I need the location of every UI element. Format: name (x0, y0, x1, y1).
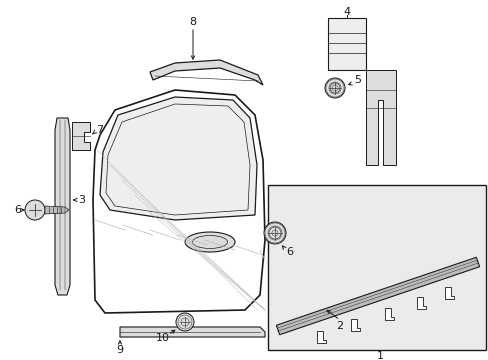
Polygon shape (350, 319, 359, 331)
Text: 2: 2 (336, 321, 343, 331)
Polygon shape (416, 297, 425, 309)
Text: 9: 9 (116, 345, 123, 355)
Circle shape (176, 313, 194, 331)
Circle shape (25, 200, 45, 220)
Text: 1: 1 (376, 351, 383, 360)
Text: 7: 7 (96, 125, 103, 135)
Text: 5: 5 (354, 75, 361, 85)
Polygon shape (55, 118, 70, 295)
Circle shape (264, 222, 285, 244)
Text: 6: 6 (286, 247, 293, 257)
Text: 10: 10 (156, 333, 170, 343)
Polygon shape (384, 308, 393, 320)
Polygon shape (120, 327, 264, 337)
Polygon shape (365, 70, 395, 165)
Polygon shape (316, 331, 325, 343)
Text: 8: 8 (189, 17, 196, 27)
Polygon shape (444, 287, 453, 299)
Text: 3: 3 (79, 195, 85, 205)
Circle shape (325, 78, 345, 98)
Polygon shape (100, 97, 257, 220)
Text: 6: 6 (15, 205, 21, 215)
Ellipse shape (184, 232, 235, 252)
Bar (327, 18, 365, 70)
Polygon shape (45, 206, 69, 214)
Polygon shape (150, 60, 263, 85)
Polygon shape (72, 122, 90, 150)
Polygon shape (276, 257, 479, 335)
Bar (267, 185, 485, 350)
Polygon shape (93, 90, 264, 313)
Text: 4: 4 (343, 7, 350, 17)
